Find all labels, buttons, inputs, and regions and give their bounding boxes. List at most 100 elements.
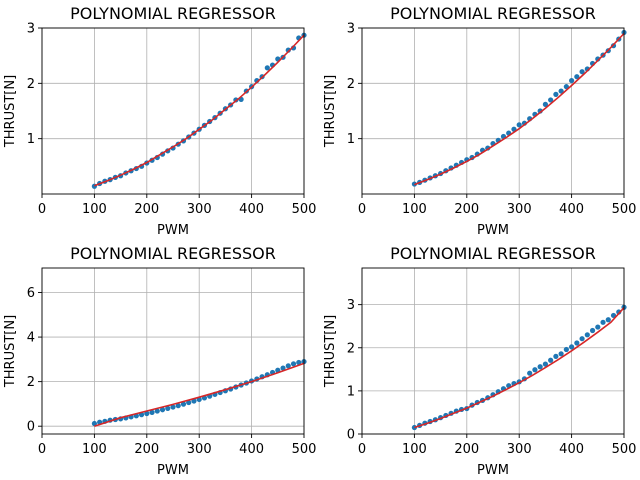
x-tick-label: 400	[239, 202, 264, 217]
data-point	[280, 365, 286, 371]
data-point	[180, 401, 187, 407]
data-point	[558, 88, 564, 94]
subplot-2: 0 100 200 300 400 500 1 2 3 POLYNOMIAL REGRESSOR P…	[323, 4, 636, 238]
subplot-1: 0 100 200 300 400 500 1 2 3 POLYNOMIAL REGRESSOR P…	[3, 4, 316, 238]
x-tick-label: 0	[358, 202, 366, 217]
x-tick-label: 100	[82, 442, 107, 457]
x-tick-label: 500	[612, 202, 637, 217]
data-point	[516, 122, 522, 128]
x-tick-label: 0	[38, 442, 46, 457]
chart-title: POLYNOMIAL REGRESSOR	[70, 4, 276, 23]
y-axis-label: THRUST[N]	[323, 315, 338, 388]
chart-title: POLYNOMIAL REGRESSOR	[390, 4, 596, 23]
x-tick-label: 200	[134, 202, 159, 217]
data-point	[558, 351, 564, 357]
axes-frame	[41, 267, 305, 435]
y-tick-label: 2	[347, 341, 355, 356]
x-axis-label: PWM	[157, 463, 189, 478]
data-point	[542, 101, 549, 107]
data-point	[91, 420, 97, 427]
y-tick-label: 1	[347, 384, 355, 399]
data-point	[569, 77, 575, 84]
x-tick-label: 200	[454, 442, 479, 457]
x-tick-label: 300	[507, 442, 532, 457]
data-point	[159, 407, 166, 413]
data-point	[600, 319, 606, 325]
x-tick-label: 200	[134, 442, 159, 457]
y-tick-label: 3	[347, 298, 355, 313]
data-point	[574, 74, 580, 80]
y-axis-label: THRUST[N]	[3, 315, 18, 388]
data-point	[584, 332, 590, 338]
data-point	[553, 91, 559, 97]
axes-frame	[361, 267, 625, 435]
x-tick-label: 400	[559, 202, 584, 217]
data-point	[175, 403, 181, 409]
data-point	[285, 363, 291, 369]
x-tick-label: 500	[292, 202, 317, 217]
data-point	[553, 353, 559, 359]
x-axis-label: PWM	[157, 223, 189, 238]
data-point	[149, 409, 155, 415]
data-point	[563, 346, 569, 353]
x-axis-label: PWM	[477, 223, 509, 238]
data-point	[569, 344, 575, 350]
data-point	[579, 69, 585, 75]
x-tick-label: 400	[559, 442, 584, 457]
y-tick-label: 2	[347, 77, 355, 92]
y-tick-label: 0	[347, 428, 355, 443]
axes-frame	[361, 27, 625, 195]
y-axis-label: THRUST[N]	[323, 75, 338, 148]
x-axis-label: PWM	[477, 463, 509, 478]
y-tick-label: 2	[27, 77, 35, 92]
fit-line	[414, 32, 625, 186]
x-tick-label: 500	[612, 442, 637, 457]
y-tick-label: 2	[27, 375, 35, 390]
data-point	[542, 361, 549, 367]
subplot-4: 0 100 200 300 400 500 0 1 2 3 POLYNOMIAL REGRESSOR…	[323, 244, 636, 478]
data-point	[610, 312, 617, 319]
chart-title: POLYNOMIAL REGRESSOR	[70, 244, 276, 263]
x-tick-label: 300	[187, 202, 212, 217]
x-tick-label: 500	[292, 442, 317, 457]
fit-line	[94, 362, 305, 427]
y-tick-label: 0	[27, 420, 35, 435]
fit-line	[414, 307, 625, 429]
data-point	[527, 370, 533, 376]
x-tick-label: 200	[454, 202, 479, 217]
data-point	[290, 361, 297, 367]
data-point	[574, 340, 580, 346]
y-axis-label: THRUST[N]	[3, 75, 18, 148]
x-tick-label: 300	[187, 442, 212, 457]
fit-line	[94, 34, 305, 187]
data-point	[144, 410, 150, 417]
chart-title: POLYNOMIAL REGRESSOR	[390, 244, 596, 263]
data-point	[579, 336, 585, 342]
data-point	[186, 399, 192, 406]
x-tick-label: 100	[82, 202, 107, 217]
x-tick-label: 100	[402, 442, 427, 457]
y-tick-label: 1	[27, 132, 35, 147]
data-point	[154, 408, 160, 414]
data-point	[165, 405, 171, 411]
subplot-3: 0 100 200 300 400 500 0 2 4 6 POLYNOMIAL REGRESSOR…	[3, 244, 316, 478]
y-tick-label: 3	[347, 22, 355, 37]
y-tick-label: 6	[27, 286, 35, 301]
y-tick-label: 4	[27, 331, 35, 346]
x-tick-label: 0	[358, 442, 366, 457]
x-tick-label: 400	[239, 442, 264, 457]
data-point	[595, 324, 601, 330]
data-point	[548, 357, 554, 363]
x-tick-label: 100	[402, 202, 427, 217]
data-point	[532, 367, 538, 373]
data-point	[537, 364, 543, 370]
data-point	[548, 97, 554, 103]
y-tick-label: 1	[347, 132, 355, 147]
data-point	[605, 317, 611, 323]
x-tick-label: 0	[38, 202, 46, 217]
data-point	[170, 404, 176, 410]
axes-frame	[41, 27, 305, 195]
data-point	[589, 327, 596, 334]
y-tick-label: 3	[27, 22, 35, 37]
